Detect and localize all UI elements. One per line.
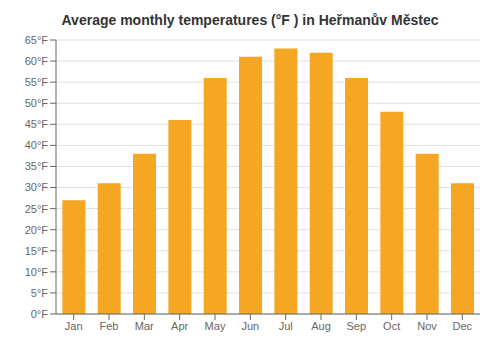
svg-text:20°F: 20°F — [25, 224, 49, 236]
svg-text:55°F: 55°F — [25, 76, 49, 88]
svg-text:Jun: Jun — [241, 320, 259, 332]
svg-text:35°F: 35°F — [25, 160, 49, 172]
svg-text:30°F: 30°F — [25, 181, 49, 193]
svg-text:50°F: 50°F — [25, 97, 49, 109]
svg-text:Jan: Jan — [65, 320, 83, 332]
svg-text:60°F: 60°F — [25, 55, 49, 67]
svg-text:15°F: 15°F — [25, 245, 49, 257]
svg-text:Sep: Sep — [347, 320, 367, 332]
svg-text:Aug: Aug — [311, 320, 331, 332]
svg-text:Nov: Nov — [417, 320, 437, 332]
svg-text:25°F: 25°F — [25, 203, 49, 215]
svg-text:10°F: 10°F — [25, 266, 49, 278]
svg-text:Jul: Jul — [279, 320, 293, 332]
svg-text:65°F: 65°F — [25, 34, 49, 46]
svg-text:Dec: Dec — [453, 320, 473, 332]
svg-text:Mar: Mar — [135, 320, 154, 332]
svg-text:0°F: 0°F — [31, 308, 49, 320]
svg-text:Feb: Feb — [100, 320, 119, 332]
html-text:Average monthly temperatures (: Average monthly temperatures (°F ) in He… — [61, 12, 439, 28]
svg-text:5°F: 5°F — [31, 287, 49, 299]
svg-text:45°F: 45°F — [25, 118, 49, 130]
svg-text:40°F: 40°F — [25, 139, 49, 151]
svg-text:Oct: Oct — [383, 320, 400, 332]
svg-text:Apr: Apr — [171, 320, 188, 332]
svg-text:May: May — [205, 320, 226, 332]
